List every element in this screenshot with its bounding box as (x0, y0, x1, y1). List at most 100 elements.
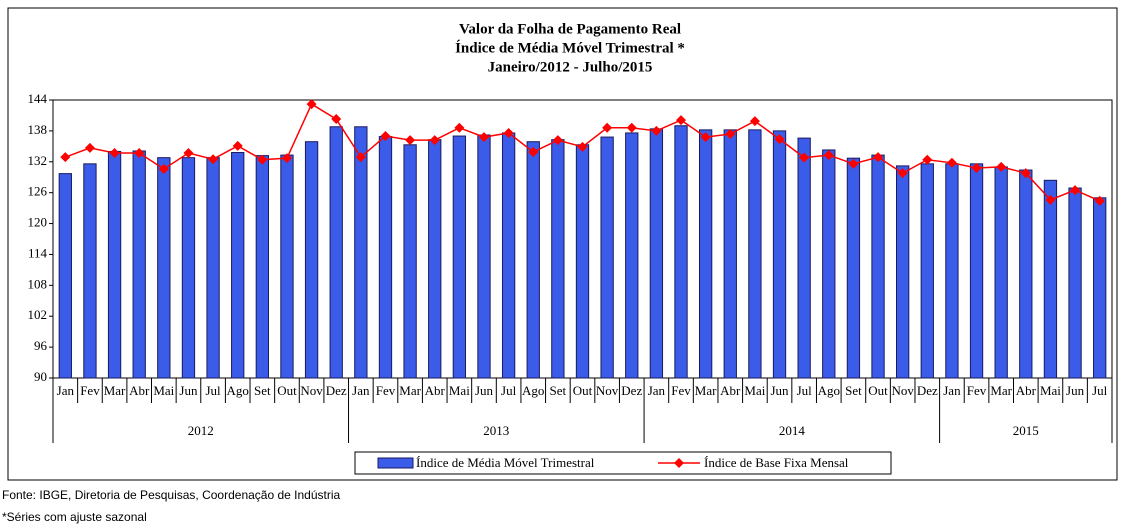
y-tick-label: 108 (28, 276, 48, 291)
x-tick-label: Jan (943, 383, 961, 398)
x-tick-label: Jun (1066, 383, 1085, 398)
bar (58, 173, 72, 379)
x-group-label: 2014 (779, 423, 806, 438)
marker (331, 114, 342, 125)
bar (477, 134, 491, 379)
x-tick-label: Jun (770, 383, 789, 398)
bar (674, 125, 688, 379)
bar (107, 150, 122, 379)
marker (602, 122, 613, 133)
bar (354, 126, 368, 379)
x-tick-label: Out (868, 383, 888, 398)
x-tick-label: Abr (425, 383, 446, 398)
bar (181, 157, 196, 379)
bar (231, 152, 245, 379)
marker (84, 142, 95, 153)
marker (676, 115, 687, 126)
marker (429, 135, 440, 146)
marker (528, 146, 539, 157)
x-tick-label: Jun (475, 383, 494, 398)
marker (1094, 195, 1105, 206)
marker (454, 122, 465, 133)
bar (1043, 179, 1058, 379)
marker (971, 162, 982, 173)
bar (428, 139, 442, 379)
x-group-label: 2015 (1013, 423, 1039, 438)
x-tick-label: Abr (1016, 383, 1037, 398)
marker (799, 152, 810, 163)
x-tick-label: Mar (399, 383, 421, 398)
marker (355, 152, 366, 163)
bar (748, 129, 762, 379)
bar (378, 136, 393, 379)
x-tick-label: Ago (522, 383, 544, 398)
x-tick-label: Abr (129, 383, 150, 398)
bar (255, 155, 269, 379)
marker (651, 125, 662, 136)
marker (626, 122, 637, 133)
bar (329, 126, 343, 379)
x-tick-label: Out (573, 383, 593, 398)
marker (478, 132, 489, 143)
y-tick-label: 96 (34, 338, 48, 353)
legend-swatch (377, 457, 414, 469)
x-tick-label: Jul (501, 383, 517, 398)
bar (1068, 187, 1082, 379)
marker (380, 131, 391, 142)
marker (823, 150, 834, 161)
bar (526, 141, 540, 379)
bar (83, 163, 97, 379)
x-tick-label: Jul (1092, 383, 1108, 398)
marker (281, 153, 292, 164)
x-tick-label: Jan (352, 383, 370, 398)
y-tick-label: 126 (28, 184, 48, 199)
x-tick-label: Nov (891, 383, 914, 398)
x-tick-label: Set (550, 383, 567, 398)
marker (774, 134, 785, 145)
bar (625, 132, 639, 379)
marker (577, 141, 588, 152)
marker (552, 135, 563, 146)
bar (945, 163, 959, 379)
y-tick-label: 132 (28, 153, 48, 168)
bar (920, 163, 934, 379)
y-tick-label: 120 (28, 215, 48, 230)
x-tick-label: Fev (80, 383, 100, 398)
y-tick-label: 144 (28, 91, 48, 106)
y-tick-label: 102 (28, 307, 48, 322)
marker (848, 158, 859, 169)
bar (969, 163, 984, 379)
chart-title: Valor da Folha de Pagamento Real (459, 21, 681, 37)
marker (183, 148, 194, 159)
legend-frame (354, 451, 892, 475)
bar (649, 128, 664, 379)
marker (700, 132, 711, 143)
bar (551, 139, 565, 379)
bar (994, 166, 1008, 379)
bar (1093, 197, 1107, 379)
bar (452, 135, 467, 379)
legend-swatch (674, 458, 684, 468)
marker (60, 152, 71, 163)
x-tick-label: Mar (695, 383, 717, 398)
x-tick-label: Nov (300, 383, 323, 398)
bar (846, 157, 861, 379)
bar (501, 132, 516, 379)
x-tick-label: Out (277, 383, 297, 398)
marker (503, 127, 514, 138)
marker (725, 128, 736, 139)
marker (1020, 168, 1031, 179)
bar (797, 137, 811, 379)
x-tick-label: Jan (57, 383, 75, 398)
bar (723, 129, 737, 379)
x-tick-label: Mar (104, 383, 126, 398)
y-tick-label: 138 (28, 122, 48, 137)
x-tick-label: Set (254, 383, 271, 398)
marker (109, 148, 120, 159)
x-tick-label: Mai (1040, 383, 1061, 398)
chart-title: Índice de Média Móvel Trimestral * (455, 39, 685, 56)
x-tick-label: Jan (648, 383, 666, 398)
source-note: Fonte: IBGE, Diretoria de Pesquisas, Coo… (2, 488, 341, 502)
marker (922, 154, 933, 165)
marker (897, 168, 908, 179)
